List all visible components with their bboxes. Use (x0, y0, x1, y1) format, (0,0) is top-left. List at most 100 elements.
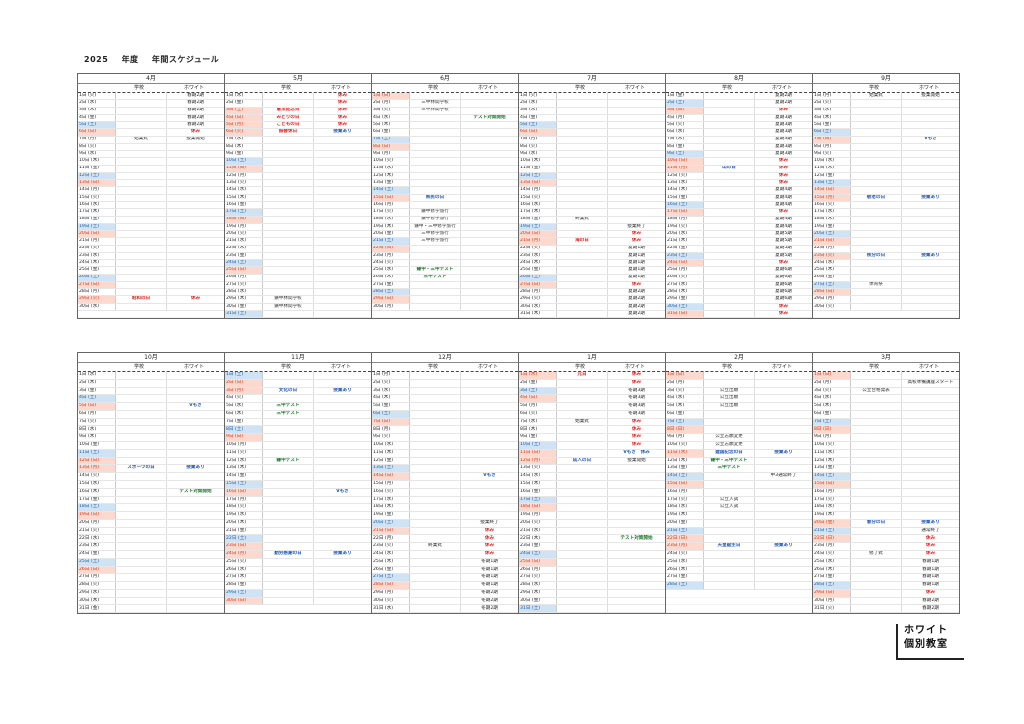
white-event (314, 543, 371, 550)
day-date: 25日 (金) (78, 267, 116, 274)
white-event (902, 411, 959, 418)
white-event: 休み (337, 93, 348, 98)
day-row: 21日 (土) (666, 527, 812, 536)
day-date: 31日 (土) (519, 605, 557, 613)
school-event (851, 296, 902, 303)
school-event (410, 379, 461, 387)
white-event (314, 209, 371, 215)
day-date: 9日 (木) (78, 434, 116, 442)
day-row: 18日 (木) (813, 216, 959, 224)
white-event (314, 137, 371, 143)
day-row: 18日 (火) (225, 504, 371, 513)
day-row: 22日 (木) (225, 245, 371, 253)
day-date: 17日 (日) (666, 209, 704, 216)
school-event (410, 582, 461, 589)
day-date: 14日 (木) (666, 187, 704, 194)
day-date: 27日 (金) (372, 281, 410, 289)
school-event (557, 136, 608, 143)
day-date: 30日 (月) (372, 303, 410, 310)
school-event (851, 418, 902, 426)
white-event (167, 497, 224, 504)
white-event (461, 231, 518, 237)
day-date: 10日 (土) (225, 158, 263, 165)
day-date: 4日 (木) (372, 395, 410, 403)
white-event (902, 217, 959, 223)
white-event: 休み (778, 180, 789, 186)
day-date: 29日 (月) (372, 589, 410, 597)
white-event (755, 380, 812, 387)
day-date: 20日 (金) (813, 519, 851, 527)
white-event (755, 504, 812, 511)
white-event: 夏期4期 (775, 201, 792, 207)
school-event (851, 274, 902, 281)
school-event (263, 310, 314, 318)
day-date: 27日 (金) (813, 574, 851, 582)
school-event (263, 535, 314, 543)
day-row: 2日 (金) 休み (519, 379, 665, 388)
white-event (461, 497, 518, 504)
white-event: 休み (631, 231, 642, 236)
day-date: 16日 (火) (813, 201, 851, 209)
day-date: 31日 (金) (78, 605, 116, 613)
day-date: 15日 (日) (666, 480, 704, 488)
day-row: 30日 (月) (372, 303, 518, 311)
white-event (314, 238, 371, 244)
school-event: 鎌中・三中テスト (410, 267, 461, 274)
day-row: 16日 (月) (813, 488, 959, 497)
day-date: 11日 (水) (666, 449, 704, 457)
day-row: 16日 (金) (225, 201, 371, 210)
day-date: 27日 (土) (813, 281, 851, 289)
white-event (167, 582, 224, 589)
day-date: 17日 (土) (519, 496, 557, 504)
white-event (755, 411, 812, 418)
white-event (314, 481, 371, 488)
month-header: 2月 (666, 353, 812, 363)
school-event (851, 504, 902, 512)
school-event (704, 252, 755, 260)
school-event (704, 187, 755, 194)
white-event: 夏期6期 (775, 274, 792, 280)
white-event: 夏期6期 (775, 289, 792, 294)
school-event (263, 543, 314, 550)
day-date: 22日 (火) (519, 245, 557, 252)
day-row: 5日 (月) こどもの日 休み (225, 122, 371, 130)
day-date: 30日 (土) (666, 303, 704, 310)
white-event (314, 311, 371, 317)
school-event (851, 158, 902, 165)
day-row: 17日 (火) 公立入試 (666, 496, 812, 505)
day-date: 6日 (水) (666, 129, 704, 136)
day-row: 28日 (水) (519, 582, 665, 590)
day-row: 22日 (日) (372, 245, 518, 253)
day-row: 29日 (木) (519, 589, 665, 598)
day-row: 18日 (月) 夏期4期 (666, 216, 812, 224)
white-event (314, 296, 371, 302)
white-event: テスト対策開始 (473, 114, 506, 120)
day-date: 1日 (火) (519, 93, 557, 100)
day-row: 5日 (金) (813, 122, 959, 130)
day-row: 6日 (金) (813, 410, 959, 419)
school-event (704, 535, 755, 543)
school-event (116, 114, 167, 122)
school-event (116, 289, 167, 296)
day-row: 28日 (水) (225, 289, 371, 297)
white-event: 授業あり (774, 543, 793, 549)
school-event (557, 201, 608, 209)
day-row: 3日 (木) 春期2期 (78, 107, 224, 115)
day-row: 20日 (月) (78, 519, 224, 528)
day-date: 8日 (金) (666, 143, 704, 151)
white-event (461, 195, 518, 201)
day-row: 19日 (木) (813, 512, 959, 520)
day-date: 22日 (木) (519, 535, 557, 543)
white-event: 授業終了 (480, 519, 499, 525)
day-row: 1日 (水) (78, 372, 224, 380)
day-date: 18日 (木) (372, 504, 410, 512)
day-row: 9日 (金) 休み (519, 434, 665, 443)
day-row: 8日 (木) 休み (519, 426, 665, 435)
school-event (704, 216, 755, 223)
school-event (410, 527, 461, 535)
school-event (263, 209, 314, 216)
white-event (314, 372, 371, 379)
day-date: 16日 (金) (519, 488, 557, 496)
day-date: 30日 (金) (519, 597, 557, 605)
white-event (314, 144, 371, 150)
